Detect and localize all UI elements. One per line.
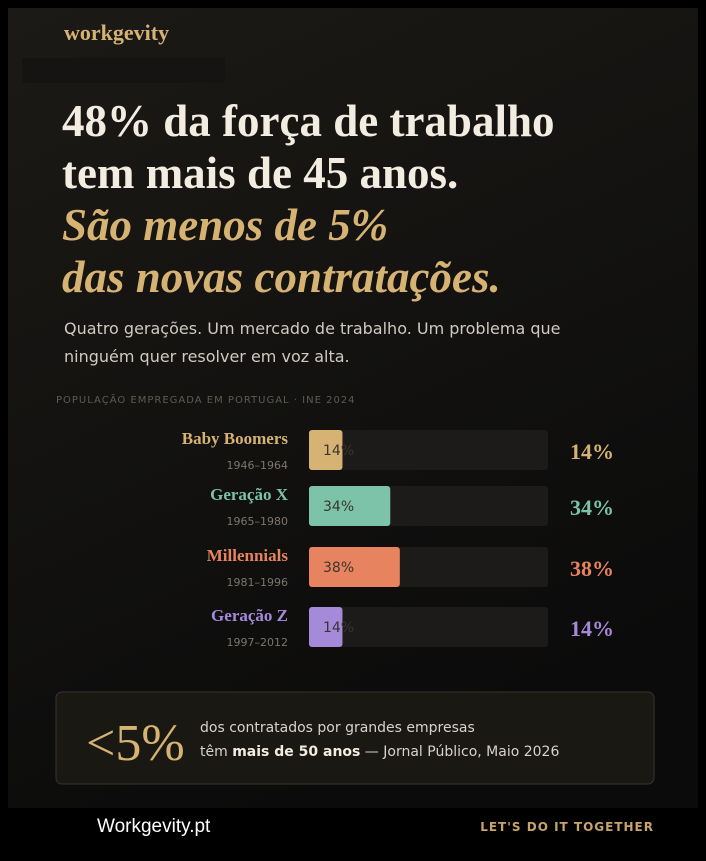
value-label: 14% bbox=[570, 439, 614, 464]
footer-tagline: LET'S DO IT TOGETHER bbox=[480, 820, 654, 834]
bar-inside-label: 34% bbox=[323, 499, 354, 515]
period-label: 1965–1980 bbox=[227, 515, 289, 528]
callout-bold: mais de 50 anos bbox=[232, 744, 360, 760]
value-label: 38% bbox=[570, 556, 614, 581]
callout-text: têm mais de 50 anos — Jornal Público, Ma… bbox=[200, 744, 559, 760]
bar-track bbox=[309, 430, 548, 470]
category-label: Millennials bbox=[207, 546, 289, 565]
period-label: 1997–2012 bbox=[227, 636, 289, 649]
period-label: 1946–1964 bbox=[227, 459, 289, 472]
value-label: 34% bbox=[570, 495, 614, 520]
callout-text: têm bbox=[200, 744, 232, 760]
headline-line: 48% da força de trabalho bbox=[62, 96, 554, 146]
category-label: Geração Z bbox=[211, 606, 288, 625]
headline: 48% da força de trabalho tem mais de 45 … bbox=[62, 96, 554, 302]
category-label: Baby Boomers bbox=[182, 429, 289, 448]
bar-chart: Baby Boomers 1946–1964 14% 14% Geração X 1965… bbox=[182, 429, 614, 649]
callout-figure: <5% bbox=[86, 715, 185, 772]
value-label: 14% bbox=[570, 616, 614, 641]
bar bbox=[309, 486, 391, 526]
category-label: Geração X bbox=[210, 485, 289, 504]
bar bbox=[309, 547, 400, 587]
bar-inside-label: 14% bbox=[323, 620, 354, 636]
period-label: 1981–1996 bbox=[227, 576, 289, 589]
bar bbox=[309, 430, 343, 470]
callout-text: — Jornal Público, Maio 2026 bbox=[360, 744, 559, 760]
callout-box bbox=[55, 691, 655, 785]
bar-inside-label: 38% bbox=[323, 560, 354, 576]
brand: workgevity bbox=[64, 20, 169, 45]
bar-inside-label: 14% bbox=[323, 443, 354, 459]
headline-line: tem mais de 45 anos. bbox=[62, 148, 458, 198]
chart-subtitle: POPULAÇÃO EMPREGADA EM PORTUGAL · INE 20… bbox=[56, 393, 356, 406]
bar-track bbox=[309, 607, 548, 647]
bar bbox=[309, 607, 343, 647]
background bbox=[8, 8, 698, 808]
footer-site: Workgevity.pt bbox=[97, 816, 211, 837]
headline-line: das novas contratações. bbox=[62, 252, 501, 302]
intro-line: ninguém quer resolver em voz alta. bbox=[64, 347, 350, 366]
callout-text: dos contratados por grandes empresas bbox=[200, 720, 475, 736]
intro-line: Quatro gerações. Um mercado de trabalho.… bbox=[64, 319, 561, 338]
redaction bbox=[22, 58, 225, 83]
headline-line: São menos de 5% bbox=[62, 200, 388, 250]
